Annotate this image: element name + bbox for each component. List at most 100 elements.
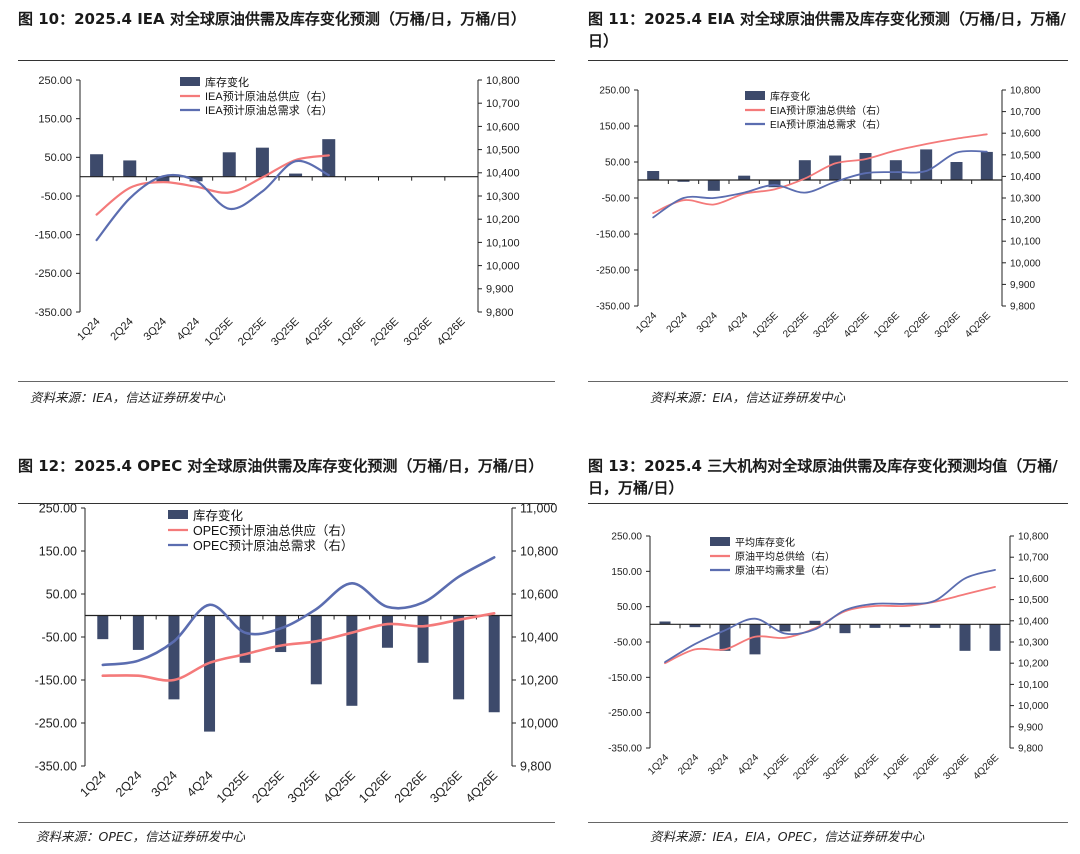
bar-2Q24	[132, 615, 144, 650]
bar-3Q24	[156, 176, 170, 183]
right-tick-label: 10,200	[486, 214, 520, 226]
left-tick-label: -350.00	[608, 744, 642, 755]
bar-2Q25E	[255, 147, 269, 177]
bar-4Q26E	[989, 624, 1001, 651]
x-tick-label: 1Q24	[75, 316, 103, 344]
right-tick-label: 9,800	[1010, 302, 1035, 313]
right-tick-label: 11,000	[520, 504, 557, 515]
bar-3Q26E	[453, 615, 465, 700]
bar-3Q26E	[959, 624, 971, 651]
right-tick-label: 10,200	[1010, 215, 1041, 226]
bar-1Q26E	[381, 615, 393, 648]
x-tick-label: 3Q24	[142, 316, 170, 344]
bar-2Q26E	[929, 624, 941, 628]
chart-title: 图 12：2025.4 OPEC 对全球原油供需及库存变化预测（万桶/日，万桶/…	[18, 457, 544, 475]
chart-title: 图 13：2025.4 三大机构对全球原油供需及库存变化预测均值（万桶/日，万桶…	[588, 457, 1058, 497]
x-tick-label: 3Q24	[149, 768, 181, 800]
x-tick-label: 2Q24	[676, 752, 701, 777]
x-tick-label: 1Q26E	[881, 752, 911, 782]
right-tick-label: 10,100	[1018, 680, 1049, 691]
x-tick-label: 3Q25E	[269, 316, 302, 349]
demand-line	[664, 569, 996, 663]
x-tick-label: 4Q26E	[963, 310, 993, 340]
right-tick-label: 10,500	[1018, 595, 1049, 606]
bar-3Q26E	[950, 162, 963, 180]
bar-3Q25E	[829, 155, 842, 180]
x-tick-label: 3Q24	[706, 752, 731, 777]
x-tick-label: 1Q25E	[751, 310, 781, 340]
x-tick-label: 3Q26E	[933, 310, 963, 340]
left-tick-label: -350.00	[35, 307, 72, 319]
right-tick-label: 10,300	[486, 191, 520, 203]
right-tick-label: 10,500	[486, 144, 520, 156]
x-tick-label: 2Q24	[108, 316, 136, 344]
left-tick-label: -350.00	[596, 302, 630, 313]
bar-1Q25E	[222, 152, 236, 177]
right-tick-label: 9,900	[1010, 280, 1035, 291]
right-tick-label: 10,600	[520, 587, 558, 601]
legend-label: EIA预计原油总需求（右）	[770, 118, 886, 131]
bar-4Q25E	[346, 615, 358, 706]
left-tick-label: -250.00	[596, 266, 630, 277]
bar-4Q25E	[869, 624, 881, 628]
left-tick-label: 250.00	[599, 86, 630, 97]
right-tick-label: 10,600	[1010, 129, 1041, 140]
x-tick-label: 4Q25E	[842, 310, 872, 340]
right-tick-label: 10,400	[486, 168, 520, 180]
chart-iea: 250.00 150.00 50.00 -50.00 -150.00 -250.00 -35…	[35, 75, 520, 349]
right-tick-label: 9,900	[486, 284, 514, 296]
x-tick-label: 3Q26E	[427, 768, 464, 805]
bar-2Q26E	[417, 615, 429, 663]
chart-average: 250.00 150.00 50.00 -50.00 -150.00 -250.00 -35…	[608, 532, 1049, 783]
bar-1Q24	[647, 171, 660, 180]
right-tick-label: 10,200	[520, 673, 558, 687]
legend-swatch-bar	[180, 77, 200, 86]
right-tick-label: 10,600	[1018, 574, 1049, 585]
chart-title: 图 11：2025.4 EIA 对全球原油供需及库存变化预测（万桶/日，万桶/日…	[588, 10, 1066, 50]
x-tick-label: 4Q26E	[971, 752, 1001, 782]
bar-2Q25E	[798, 160, 811, 180]
right-tick-label: 10,700	[1010, 107, 1041, 118]
x-tick-label: 4Q26E	[435, 316, 468, 349]
bar-1Q24	[659, 621, 671, 625]
bar-3Q25E	[839, 624, 851, 634]
bar-1Q25E	[239, 615, 251, 663]
source-rule	[18, 822, 555, 823]
left-tick-label: 150.00	[39, 544, 77, 558]
title-rule	[588, 503, 1068, 504]
left-tick-label: 150.00	[611, 567, 642, 578]
legend-label: 库存变化	[205, 75, 249, 89]
right-tick-label: 10,000	[1018, 701, 1049, 712]
x-tick-label: 1Q24	[634, 310, 659, 335]
left-tick-label: -250.00	[35, 268, 72, 280]
demand-line	[95, 159, 330, 242]
left-tick-label: -50.00	[602, 194, 631, 205]
x-tick-label: 1Q25E	[203, 316, 236, 349]
right-tick-label: 10,400	[1018, 616, 1049, 627]
right-tick-label: 10,000	[520, 716, 558, 730]
x-tick-label: 2Q25E	[791, 752, 821, 782]
right-tick-label: 10,700	[486, 98, 520, 110]
right-tick-label: 9,800	[520, 759, 551, 773]
right-tick-label: 9,800	[486, 307, 514, 319]
bar-2Q24	[677, 180, 690, 182]
title-rule	[18, 60, 555, 61]
x-tick-label: 1Q26E	[335, 316, 368, 349]
source-rule	[588, 381, 1068, 382]
x-tick-label: 4Q24	[736, 752, 761, 777]
right-tick-label: 10,400	[1010, 172, 1041, 183]
bar-1Q26E	[889, 160, 902, 180]
bar-4Q24	[749, 624, 761, 655]
bar-2Q25E	[275, 615, 287, 653]
bar-3Q25E	[310, 615, 322, 685]
bar-4Q25E	[859, 153, 872, 180]
x-tick-label: 2Q25E	[781, 310, 811, 340]
right-tick-label: 10,000	[1010, 258, 1041, 269]
left-tick-label: -350.00	[35, 759, 77, 773]
bar-3Q24	[168, 615, 180, 700]
left-tick-label: 150.00	[599, 122, 630, 133]
supply-line	[101, 612, 496, 682]
x-tick-label: 2Q25E	[236, 316, 269, 349]
bar-1Q24	[90, 154, 104, 177]
legend-label: IEA预计原油总需求（右）	[205, 103, 333, 117]
